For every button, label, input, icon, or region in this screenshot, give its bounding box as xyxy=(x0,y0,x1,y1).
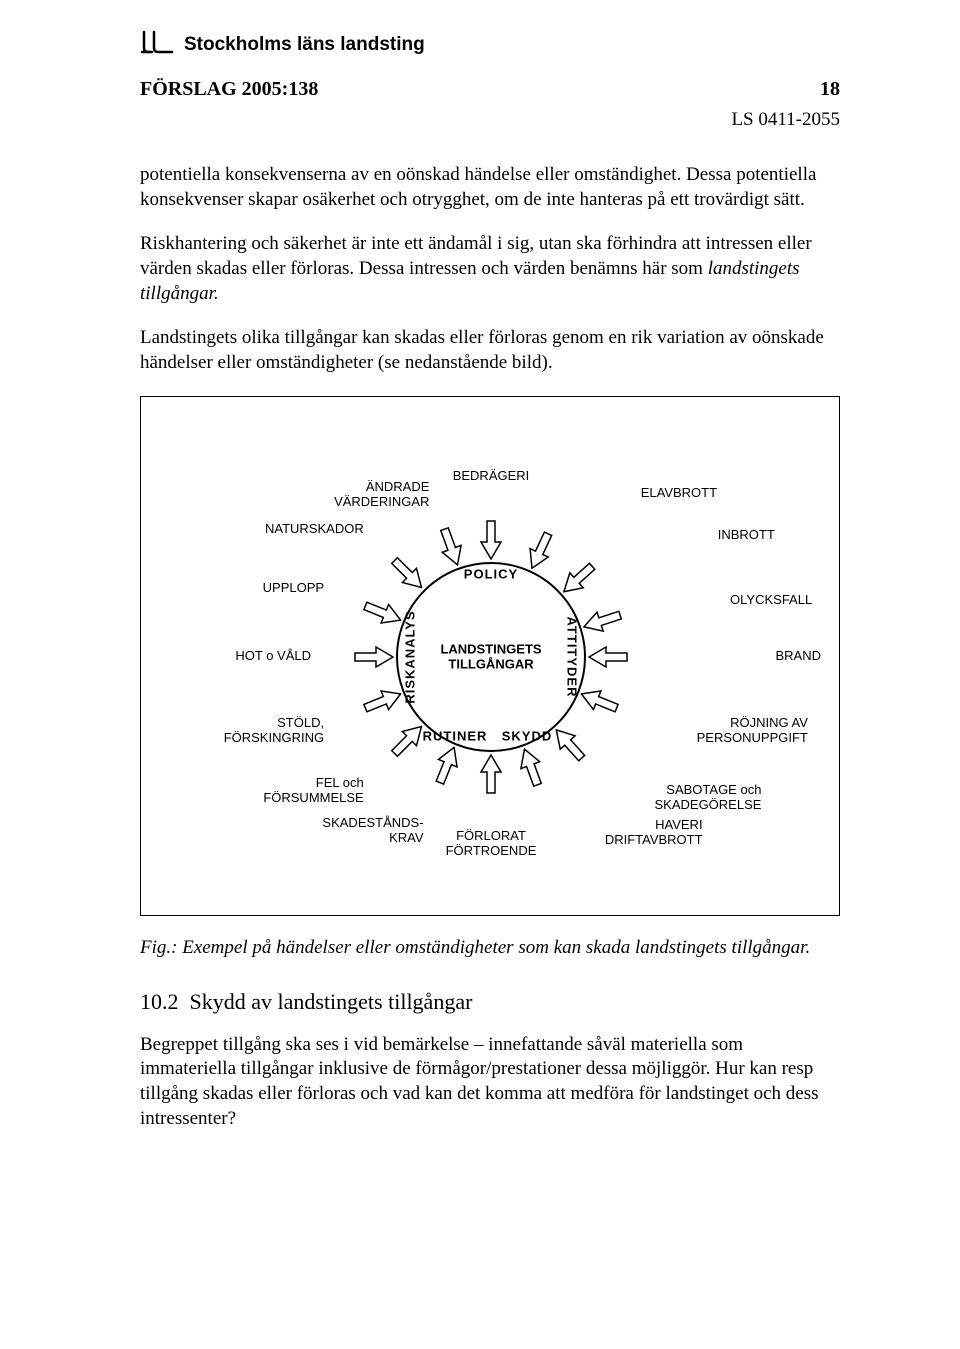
threat-label-andrade: ÄNDRADEVÄRDERINGAR xyxy=(299,480,429,510)
threat-arrow-icon xyxy=(521,528,560,574)
threat-arrow-icon xyxy=(479,520,503,560)
threat-arrow-icon xyxy=(359,594,405,631)
threat-label-stold: STÖLD,FÖRSKINGRING xyxy=(194,716,324,746)
org-logo-icon xyxy=(140,30,176,60)
threat-label-naturskador: NATURSKADOR xyxy=(234,522,364,537)
page-number: 18 xyxy=(820,78,840,101)
section-number: 10.2 xyxy=(140,989,179,1014)
document-title-row: FÖRSLAG 2005:138 18 xyxy=(140,78,840,101)
ring-word-bottom_right: SKYDD xyxy=(502,728,553,743)
threat-arrow-icon xyxy=(359,682,405,719)
threat-label-hotovald: HOT o VÅLD xyxy=(181,649,311,664)
center-label: LANDSTINGETS TILLGÅNGAR xyxy=(440,641,541,672)
ring-word-bottom_left: RUTINER xyxy=(423,728,488,743)
threat-arrow-icon xyxy=(588,645,628,669)
threat-arrow-icon xyxy=(429,742,466,788)
diagram-canvas: LANDSTINGETS TILLGÅNGAR ÄNDRADEVÄRDERING… xyxy=(161,417,819,885)
threat-label-inbrott: INBROTT xyxy=(625,528,775,543)
center-line2: TILLGÅNGAR xyxy=(448,657,533,672)
threat-label-olycksfall: OLYCKSFALL xyxy=(662,593,812,608)
threat-label-rojning: RÖJNING AVPERSONUPPGIFT xyxy=(658,716,808,746)
paragraph-2: Riskhantering och säkerhet är inte ett ä… xyxy=(140,232,840,306)
threat-label-elavbrott: ELAVBROTT xyxy=(567,486,717,501)
ring-word-top: POLICY xyxy=(464,566,518,581)
document-id: LS 0411-2055 xyxy=(140,109,840,131)
paragraph-3: Landstingets olika tillgångar kan skadas… xyxy=(140,326,840,375)
threat-label-felforsumm: FEL ochFÖRSUMMELSE xyxy=(234,776,364,806)
org-name: Stockholms läns landsting xyxy=(184,34,425,56)
threat-arrow-icon xyxy=(576,682,622,719)
paragraph-1: potentiella konsekvenserna av en oönskad… xyxy=(140,163,840,212)
threat-arrow-icon xyxy=(580,603,625,638)
document-title: FÖRSLAG 2005:138 xyxy=(140,78,318,101)
center-line1: LANDSTINGETS xyxy=(440,641,541,656)
paragraph-4: Begreppet tillgång ska ses i vid bemärke… xyxy=(140,1033,840,1132)
section-heading: 10.2 Skydd av landstingets tillgångar xyxy=(140,989,840,1015)
org-header: Stockholms läns landsting xyxy=(140,30,840,60)
figure-caption: Fig.: Exempel på händelser eller omständ… xyxy=(140,936,840,961)
section-title: Skydd av landstingets tillgångar xyxy=(190,989,473,1014)
threat-arrow-icon xyxy=(513,744,549,790)
ring-word-left: RISKANALYS xyxy=(403,610,418,703)
threat-label-brand: BRAND xyxy=(671,649,821,664)
threat-label-skadestands: SKADESTÅNDS-KRAV xyxy=(294,816,424,846)
threat-label-sabotage: SABOTAGE ochSKADEGÖRELSE xyxy=(611,783,761,813)
threat-label-upplopp: UPPLOPP xyxy=(194,581,324,596)
threat-label-bedrageri: BEDRÄGERI xyxy=(436,469,546,484)
threat-label-forlorat: FÖRLORATFÖRTROENDE xyxy=(436,829,546,859)
threat-arrow-icon xyxy=(479,754,503,794)
threats-diagram: LANDSTINGETS TILLGÅNGAR ÄNDRADEVÄRDERING… xyxy=(140,396,840,916)
threat-arrow-icon xyxy=(433,524,469,570)
document-page: Stockholms läns landsting FÖRSLAG 2005:1… xyxy=(0,0,960,1211)
threat-arrow-icon xyxy=(354,645,394,669)
threat-label-haveri: HAVERIDRIFTAVBROTT xyxy=(553,818,703,848)
ring-word-right: ATTITYDER xyxy=(565,616,580,697)
